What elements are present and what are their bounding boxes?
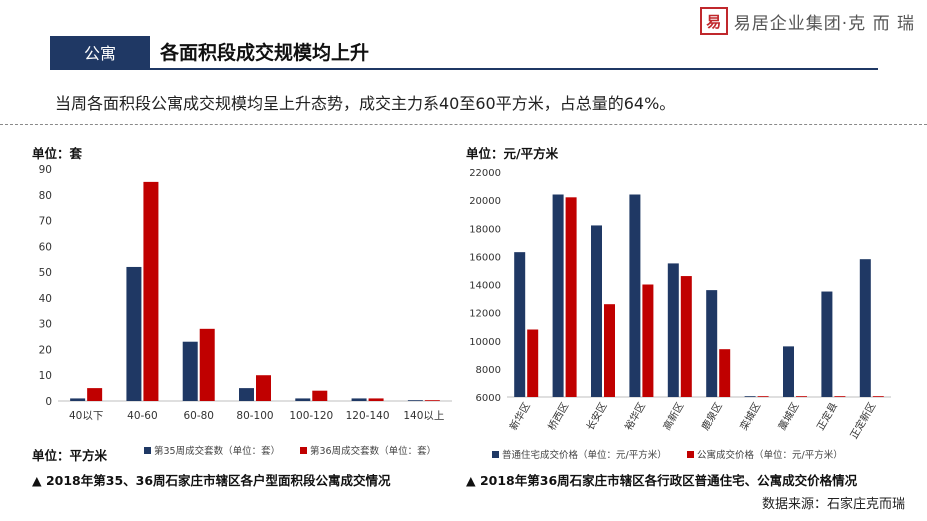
legend-swatch [144, 447, 151, 454]
bar-series-2 [424, 400, 440, 401]
bar-series-2 [834, 396, 846, 397]
x-tick-label: 桥西区 [546, 401, 571, 433]
bar-series-1 [667, 263, 679, 397]
y-tick-label: 80 [39, 190, 52, 202]
y-tick-label: 70 [39, 216, 52, 228]
district-price-bar-chart: 6000 8000 10000 12000 14000 16000 18000 20000 22… [469, 168, 891, 461]
legend-swatch [300, 447, 307, 454]
y-tick-label: 40 [39, 293, 52, 305]
y-tick-label: 8000 [476, 365, 501, 376]
x-tick-label: 新华区 [507, 400, 533, 432]
x-tick-label: 裕华区 [622, 400, 648, 432]
bar-series-2 [796, 396, 807, 397]
area-bar-chart: 0 10 20 30 40 50 60 70 80 90 40以下 40-60 60-80 80-100 1… [39, 164, 452, 457]
x-tick-label: 100-120 [289, 410, 333, 422]
right-chart-caption: ▲ 2018年第36周石家庄市辖区各行政区普通住宅、公寓成交价格情况 [466, 473, 858, 488]
page-title: 各面积段成交规模均上升 [160, 42, 370, 64]
y-tick-label: 90 [39, 164, 52, 176]
bar-series-1 [591, 225, 602, 397]
bar-series-1 [514, 252, 526, 397]
x-tick-label: 正定县 [814, 400, 840, 432]
y-tick-label: 60 [39, 241, 52, 253]
y-tick-label: 10000 [469, 337, 501, 348]
data-source: 数据来源：石家庄克而瑞 [761, 497, 905, 512]
x-tick-label: 80-100 [236, 410, 273, 422]
bar-series-1 [351, 398, 367, 401]
y-tick-label: 30 [39, 319, 52, 331]
section-tag: 公寓 [50, 36, 150, 68]
x-tick-label: 120-140 [346, 410, 390, 422]
y-tick-label: 12000 [469, 309, 501, 320]
bar-series-1 [182, 341, 198, 401]
bar-series-2 [680, 276, 692, 397]
y-tick-label: 16000 [469, 252, 501, 263]
bar-series-1 [407, 400, 423, 401]
y-tick-label: 50 [39, 267, 52, 279]
page-subtitle: 当周各面积段公寓成交规模均呈上升态势，成交主力系40至60平方米，占总量的64%… [55, 94, 676, 113]
x-tick-label: 140以上 [403, 410, 444, 422]
x-tick-label: 40以下 [69, 410, 103, 422]
bar-series-2 [604, 304, 615, 397]
right-chart-unit: 单位：元/平方米 [466, 146, 559, 161]
y-tick-label: 22000 [469, 168, 501, 179]
y-tick-label: 20 [39, 344, 52, 356]
bar-series-2 [256, 375, 271, 401]
y-tick-label: 14000 [469, 281, 501, 292]
y-tick-label: 10 [39, 370, 52, 382]
x-tick-label: 40-60 [127, 410, 158, 422]
left-chart-caption: ▲ 2018年第35、36周石家庄市辖区各户型面积段公寓成交情况 [32, 473, 391, 488]
x-tick-label: 正定新区 [847, 400, 878, 441]
legend-swatch [492, 451, 499, 458]
title-underline [50, 68, 878, 70]
y-tick-label: 0 [45, 396, 52, 408]
bar-series-1 [706, 290, 718, 397]
legend-swatch [687, 451, 694, 458]
bar-series-2 [312, 390, 328, 401]
brand-logo-icon: 易 [699, 7, 728, 35]
x-tick-label: 鹿泉区 [699, 400, 725, 432]
bar-series-1 [629, 194, 641, 397]
x-tick-label: 栾城区 [737, 400, 763, 432]
left-chart-unit: 单位：套 [32, 146, 83, 161]
x-tick-label: 60-80 [183, 410, 214, 422]
y-tick-label: 18000 [469, 224, 501, 235]
bar-series-1 [295, 398, 311, 401]
bar-series-2 [87, 388, 103, 401]
bar-series-2 [642, 284, 654, 397]
legend-label: 普通住宅成交价格（单位：元/平方米） [502, 449, 667, 461]
x-tick-label: 长安区 [583, 400, 609, 432]
bar-series-2 [143, 181, 159, 401]
x-tick-label: 藁城区 [775, 400, 801, 432]
bar-series-2 [527, 329, 539, 397]
bar-series-2 [757, 396, 769, 397]
bar-series-1 [239, 388, 254, 401]
bar-series-1 [126, 266, 142, 401]
dashed-divider [0, 124, 927, 125]
x-tick-label: 高新区 [660, 400, 686, 432]
legend-label: 第36周成交套数（单位：套） [310, 445, 436, 457]
logo-text: 易居企业集团·克 而 瑞 [733, 13, 915, 34]
bar-series-1 [744, 396, 756, 397]
bar-series-2 [368, 398, 384, 401]
bar-series-1 [821, 291, 833, 397]
legend-label: 公寓成交价格（单位：元/平方米） [697, 449, 843, 461]
logo: 易 易居企业集团·克 而 瑞 [699, 6, 915, 36]
bar-series-2 [872, 396, 884, 397]
bar-series-2 [565, 197, 577, 397]
bar-series-1 [783, 346, 794, 397]
y-tick-label: 20000 [469, 196, 501, 207]
bar-series-2 [199, 328, 215, 401]
bar-series-1 [552, 194, 564, 397]
legend-label: 第35周成交套数（单位：套） [154, 445, 280, 457]
left-chart-xunit: 单位：平方米 [32, 448, 108, 463]
y-tick-label: 6000 [476, 393, 501, 404]
bar-series-1 [70, 398, 86, 401]
bar-series-2 [719, 349, 731, 397]
bar-series-1 [859, 259, 871, 397]
